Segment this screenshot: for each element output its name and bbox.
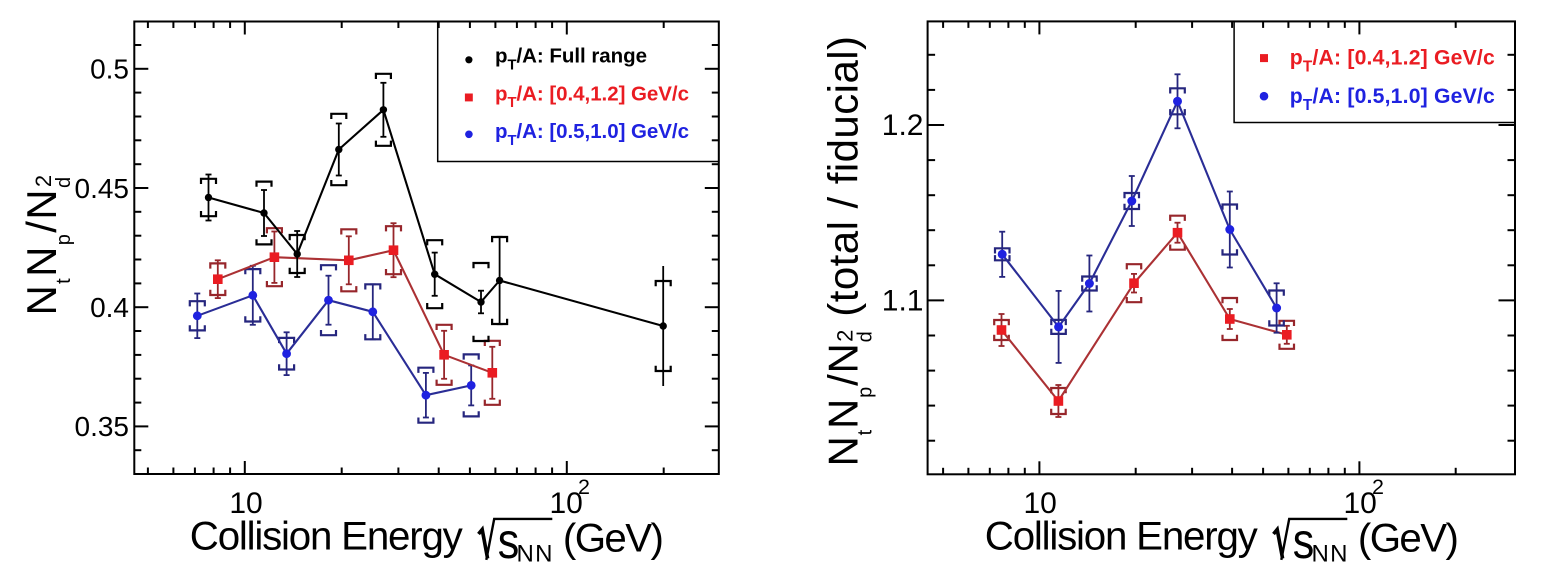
- svg-text:s: s: [1293, 513, 1314, 569]
- svg-text:1.1: 1.1: [882, 285, 924, 318]
- svg-text:0.45: 0.45: [75, 173, 130, 204]
- svg-text:0.4: 0.4: [90, 292, 129, 323]
- svg-text:10: 10: [1024, 487, 1057, 520]
- svg-text:s: s: [498, 513, 519, 569]
- svg-text:(GeV): (GeV): [1358, 516, 1459, 561]
- svg-text:NN: NN: [1312, 540, 1348, 567]
- svg-text:10: 10: [229, 487, 262, 520]
- svg-text:NN: NN: [517, 540, 553, 567]
- svg-text:2: 2: [1372, 475, 1384, 499]
- svg-text:10: 10: [550, 487, 583, 520]
- svg-text:Collision Energy: Collision Energy: [190, 513, 464, 558]
- svg-text:10: 10: [1344, 487, 1377, 520]
- svg-text:0.5: 0.5: [90, 54, 129, 85]
- svg-text:Collision Energy: Collision Energy: [985, 513, 1259, 558]
- svg-text:(GeV): (GeV): [563, 516, 664, 561]
- svg-text:2: 2: [578, 475, 590, 499]
- svg-text:1.2: 1.2: [882, 109, 924, 142]
- svg-text:0.35: 0.35: [75, 411, 130, 442]
